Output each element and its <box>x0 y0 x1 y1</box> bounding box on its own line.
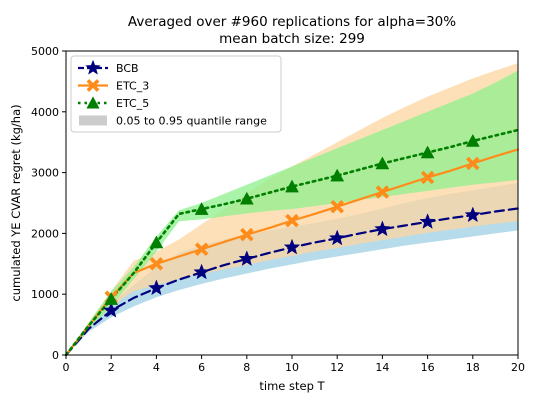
data-point-etc-3 <box>285 213 299 228</box>
legend-box <box>70 55 282 133</box>
legend-marker-bcb <box>85 59 101 75</box>
data-point-bcb <box>193 263 210 280</box>
x-axis-label: time step T <box>259 379 325 393</box>
x-tick-label: 6 <box>198 361 205 374</box>
x-tick-label: 12 <box>330 361 344 374</box>
x-tick-label: 0 <box>63 361 70 374</box>
legend-label-etc-3: ETC_3 <box>116 80 149 93</box>
x-tick-label: 18 <box>466 361 480 374</box>
y-tick-label: 4000 <box>31 106 59 119</box>
data-point-bcb <box>419 213 436 229</box>
data-point-bcb <box>148 279 165 296</box>
data-point-etc-5 <box>375 156 390 170</box>
data-point-bcb <box>374 220 391 237</box>
x-tick-label: 8 <box>243 361 250 374</box>
x-tick-label: 20 <box>511 361 525 374</box>
x-tick-label: 16 <box>421 361 435 374</box>
data-point-etc-5 <box>239 191 254 205</box>
x-tick-label: 4 <box>153 361 160 374</box>
data-point-etc-3 <box>239 227 254 242</box>
data-point-etc-5 <box>104 292 119 305</box>
legend-label-bcb: BCB <box>116 62 139 75</box>
data-point-bcb <box>238 250 256 266</box>
legend-marker-etc-5 <box>86 96 100 109</box>
legend-label-etc-5: ETC_5 <box>116 97 149 110</box>
legend-label-quantile-range: 0.05 to 0.95 quantile range <box>116 115 267 128</box>
data-point-etc-3 <box>194 242 209 257</box>
x-axis: 0 2 4 6 8 10 12 14 16 18 20 <box>63 355 525 374</box>
x-tick-label: 10 <box>285 361 299 374</box>
y-tick-label: 3000 <box>31 167 59 180</box>
x-tick-label: 14 <box>375 361 389 374</box>
data-point-bcb <box>328 229 346 246</box>
data-point-etc-5 <box>285 179 299 193</box>
legend: BCB ETC_3 ETC_5 0.05 to 0.95 quantile range <box>70 55 282 133</box>
y-tick-label: 5000 <box>31 45 59 58</box>
data-point-bcb <box>283 238 301 255</box>
y-tick-label: 2000 <box>31 227 59 240</box>
data-point-etc-3 <box>420 170 435 185</box>
x-tick-label: 2 <box>108 361 115 374</box>
data-point-bcb <box>102 301 120 318</box>
data-point-etc-3 <box>465 156 480 171</box>
series-markers <box>102 133 482 318</box>
data-point-etc-5 <box>330 168 345 182</box>
chart-title-line-1: Averaged over #960 replications for alph… <box>128 14 456 30</box>
series-line-etc-5 <box>64 128 520 357</box>
data-point-etc-5 <box>465 133 480 147</box>
legend-marker-etc-3 <box>86 78 100 93</box>
y-tick-label: 1000 <box>31 288 59 301</box>
legend-band-swatch <box>79 115 107 126</box>
data-point-etc-5 <box>420 145 435 159</box>
y-tick-label: 0 <box>52 349 59 362</box>
data-point-etc-3 <box>149 256 164 271</box>
y-axis-label: cumulated YE CVAR regret (kg/ha) <box>9 104 23 301</box>
chart-title-line-2: mean batch size: 299 <box>219 31 365 47</box>
data-point-etc-5 <box>149 235 164 249</box>
data-point-etc-3 <box>375 185 390 199</box>
quantile-band-etc-5 <box>66 70 518 356</box>
data-point-etc-3 <box>330 199 345 214</box>
y-axis: 0 1000 2000 3000 4000 5000 <box>31 45 66 362</box>
data-point-etc-5 <box>194 202 209 215</box>
data-point-bcb <box>464 206 482 223</box>
